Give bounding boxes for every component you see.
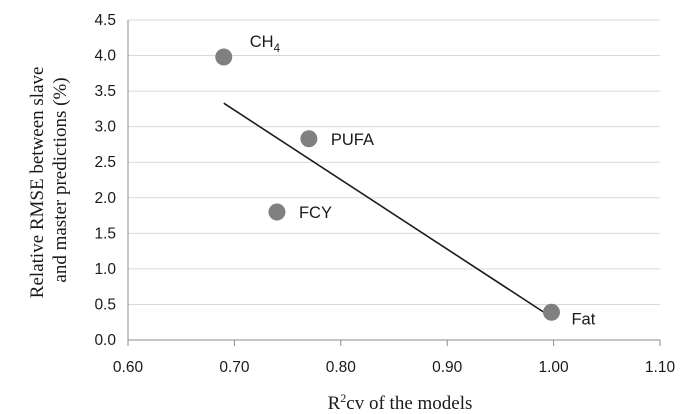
point-ch	[215, 48, 233, 66]
y-tick-label: 1.5	[94, 225, 116, 242]
point-label-ch: CH4	[250, 33, 281, 55]
x-axis-title-rest: cv of the models	[346, 393, 472, 414]
y-tick-label: 2.5	[94, 154, 116, 171]
axes	[127, 20, 661, 346]
x-tick-label: 0.90	[432, 359, 463, 376]
y-tick-label: 3.0	[94, 119, 116, 136]
y-tick-label: 0.5	[94, 296, 116, 313]
point-label-pufa: PUFA	[331, 131, 374, 149]
y-axis-title: Relative RMSE between slave and master p…	[27, 62, 71, 298]
point-fat	[542, 303, 560, 321]
point-label-fcy: FCY	[299, 204, 332, 222]
y-tick-label: 4.0	[94, 48, 116, 65]
y-axis-title-line-1: Relative RMSE between slave	[27, 67, 48, 299]
y-tick-label: 2.0	[94, 190, 116, 207]
y-tick-label: 3.5	[94, 83, 116, 100]
x-tick-label: 0.60	[113, 359, 144, 376]
gridlines	[128, 19, 660, 305]
y-axis-title-line-2: and master predictions (%)	[50, 77, 71, 282]
x-tick-label: 1.10	[645, 359, 676, 376]
point-labels: CH4 PUFA FCY Fat	[250, 33, 596, 328]
trendline-group	[223, 102, 552, 318]
y-tick-label: 1.0	[94, 261, 116, 278]
y-tick-label: 0.0	[94, 332, 116, 349]
point-fcy	[268, 203, 286, 221]
x-tick-label: 1.00	[539, 359, 570, 376]
x-axis-title-sup: 2	[340, 391, 346, 405]
data-points	[215, 48, 560, 321]
x-tick-label: 0.80	[326, 359, 357, 376]
y-tick-labels: 0.0 0.5 1.0 1.5 2.0 2.5 3.0 3.5 4.0 4.5	[94, 12, 116, 349]
trendline	[223, 102, 552, 318]
x-tick-label: 0.70	[219, 359, 250, 376]
y-tick-label: 4.5	[94, 12, 116, 29]
point-label-fat: Fat	[571, 310, 595, 328]
x-axis-title: R2cv of the models	[328, 391, 473, 414]
x-tick-labels: 0.60 0.70 0.80 0.90 1.00 1.10	[113, 359, 676, 376]
x-axis-title-base: R	[328, 393, 341, 414]
point-pufa	[300, 130, 318, 148]
